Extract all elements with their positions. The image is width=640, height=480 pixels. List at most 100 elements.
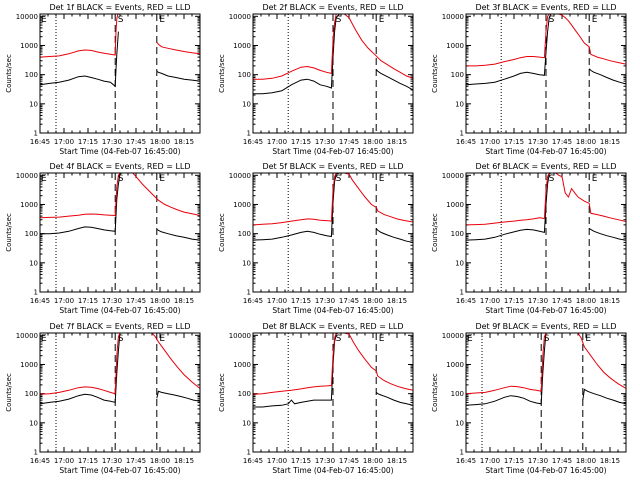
interval-marker-label: E (159, 15, 165, 25)
panel-det-5f: Det 5f BLACK = Events, RED = LLD Counts/s… (218, 162, 414, 315)
y-tick-label: 1 (247, 130, 251, 138)
y-tick-label: 1 (460, 289, 464, 297)
x-tick-label: 18:00 (363, 457, 383, 465)
y-tick-label: 10 (455, 419, 464, 427)
y-tick-label: 100 (25, 71, 38, 79)
y-tick-label: 1 (34, 130, 38, 138)
plot-frame (465, 332, 627, 453)
y-axis-label: Counts/sec (218, 213, 226, 252)
x-tick-label: 17:45 (126, 297, 146, 305)
x-tick-label: 17:00 (54, 457, 74, 465)
events-series-line (156, 228, 200, 241)
y-tick-label: 1000 (446, 201, 464, 209)
chart-title: Det 6f BLACK = Events, RED = LLD (475, 162, 616, 171)
interval-marker-label: E (592, 15, 598, 25)
y-tick-label: 1000 (20, 201, 38, 209)
x-tick-label: 16:45 (243, 138, 263, 146)
y-tick-label: 1000 (233, 361, 251, 369)
y-tick-label: 10000 (442, 172, 464, 180)
interval-marker-label: S (549, 174, 555, 184)
plot-frame (252, 332, 414, 453)
y-tick-label: 1000 (233, 42, 251, 50)
x-tick-label: 18:15 (387, 138, 407, 146)
y-tick-label: 100 (238, 230, 251, 238)
y-tick-label: 100 (451, 230, 464, 238)
x-tick-label: 17:30 (102, 297, 122, 305)
events-series-line (375, 392, 413, 406)
y-axis-label: Counts/sec (218, 54, 226, 93)
x-tick-label: 17:30 (315, 297, 335, 305)
x-tick-label: 17:00 (480, 457, 500, 465)
x-tick-label: 18:00 (150, 297, 170, 305)
y-tick-label: 10 (242, 259, 251, 267)
x-tick-label: 17:15 (291, 297, 311, 305)
y-tick-label: 1 (34, 449, 38, 457)
y-tick-label: 10 (29, 419, 38, 427)
x-tick-label: 17:30 (528, 297, 548, 305)
x-tick-label: 16:45 (243, 457, 263, 465)
panel-det-6f: Det 6f BLACK = Events, RED = LLD Counts/s… (431, 162, 627, 315)
x-axis-label: Start Time (04-Feb-07 16:45:00) (59, 306, 180, 315)
interval-marker-label: E (41, 15, 47, 25)
x-tick-label: 18:00 (363, 138, 383, 146)
x-tick-label: 17:00 (480, 297, 500, 305)
panel-det-7f: Det 7f BLACK = Events, RED = LLD Counts/s… (5, 322, 201, 475)
lld-series-line (156, 41, 200, 55)
chart-title: Det 8f BLACK = Events, RED = LLD (262, 322, 403, 331)
x-tick-label: 17:30 (315, 138, 335, 146)
events-series-line (253, 14, 349, 95)
chart-title: Det 2f BLACK = Events, RED = LLD (262, 3, 403, 12)
panel-det-4f: Det 4f BLACK = Events, RED = LLD Counts/s… (5, 162, 201, 315)
x-tick-label: 18:00 (363, 297, 383, 305)
x-tick-label: 18:15 (600, 457, 620, 465)
x-tick-label: 18:00 (576, 138, 596, 146)
x-tick-label: 18:00 (576, 457, 596, 465)
events-series-line (253, 333, 339, 408)
panel-det-1f: Det 1f BLACK = Events, RED = LLD Counts/s… (5, 3, 201, 156)
x-tick-label: 17:00 (267, 457, 287, 465)
events-series-line (156, 70, 200, 82)
x-tick-label: 17:30 (528, 138, 548, 146)
events-series-line (466, 173, 552, 241)
interval-marker-label: S (118, 15, 124, 25)
x-tick-label: 17:00 (480, 138, 500, 146)
x-axis-label: Start Time (04-Feb-07 16:45:00) (272, 306, 393, 315)
events-series-line (40, 173, 122, 235)
lld-series-line (40, 333, 124, 395)
x-tick-label: 18:15 (387, 457, 407, 465)
y-tick-label: 10000 (442, 332, 464, 340)
y-tick-label: 1 (460, 449, 464, 457)
interval-marker-label: S (336, 15, 342, 25)
y-tick-label: 10000 (442, 13, 464, 21)
x-tick-label: 17:45 (339, 297, 359, 305)
y-tick-label: 100 (25, 390, 38, 398)
panel-det-8f: Det 8f BLACK = Events, RED = LLD Counts/s… (218, 322, 414, 475)
y-axis-label: Counts/sec (431, 54, 439, 93)
x-tick-label: 16:45 (30, 138, 50, 146)
y-tick-label: 10 (455, 100, 464, 108)
x-tick-label: 17:45 (552, 457, 572, 465)
lld-series-line (253, 173, 413, 226)
x-axis-label: Start Time (04-Feb-07 16:45:00) (485, 466, 606, 475)
plot-frame (465, 13, 627, 134)
interval-marker-label: S (549, 15, 555, 25)
interval-marker-label: E (592, 174, 598, 184)
plot-frame (252, 172, 414, 293)
y-tick-label: 100 (238, 390, 251, 398)
y-tick-label: 1000 (233, 201, 251, 209)
x-tick-label: 17:15 (78, 457, 98, 465)
plot-frame (252, 13, 414, 134)
y-tick-label: 10000 (16, 172, 38, 180)
events-series-line (40, 31, 119, 88)
x-tick-label: 17:45 (339, 457, 359, 465)
x-tick-label: 17:00 (54, 138, 74, 146)
x-tick-label: 16:45 (243, 297, 263, 305)
panel-det-9f: Det 9f BLACK = Events, RED = LLD Counts/s… (431, 322, 627, 475)
y-tick-label: 1 (247, 449, 251, 457)
x-tick-label: 17:15 (291, 138, 311, 146)
x-tick-label: 17:15 (504, 138, 524, 146)
x-tick-label: 17:30 (102, 138, 122, 146)
x-tick-label: 18:00 (150, 138, 170, 146)
plot-frame (39, 332, 201, 453)
